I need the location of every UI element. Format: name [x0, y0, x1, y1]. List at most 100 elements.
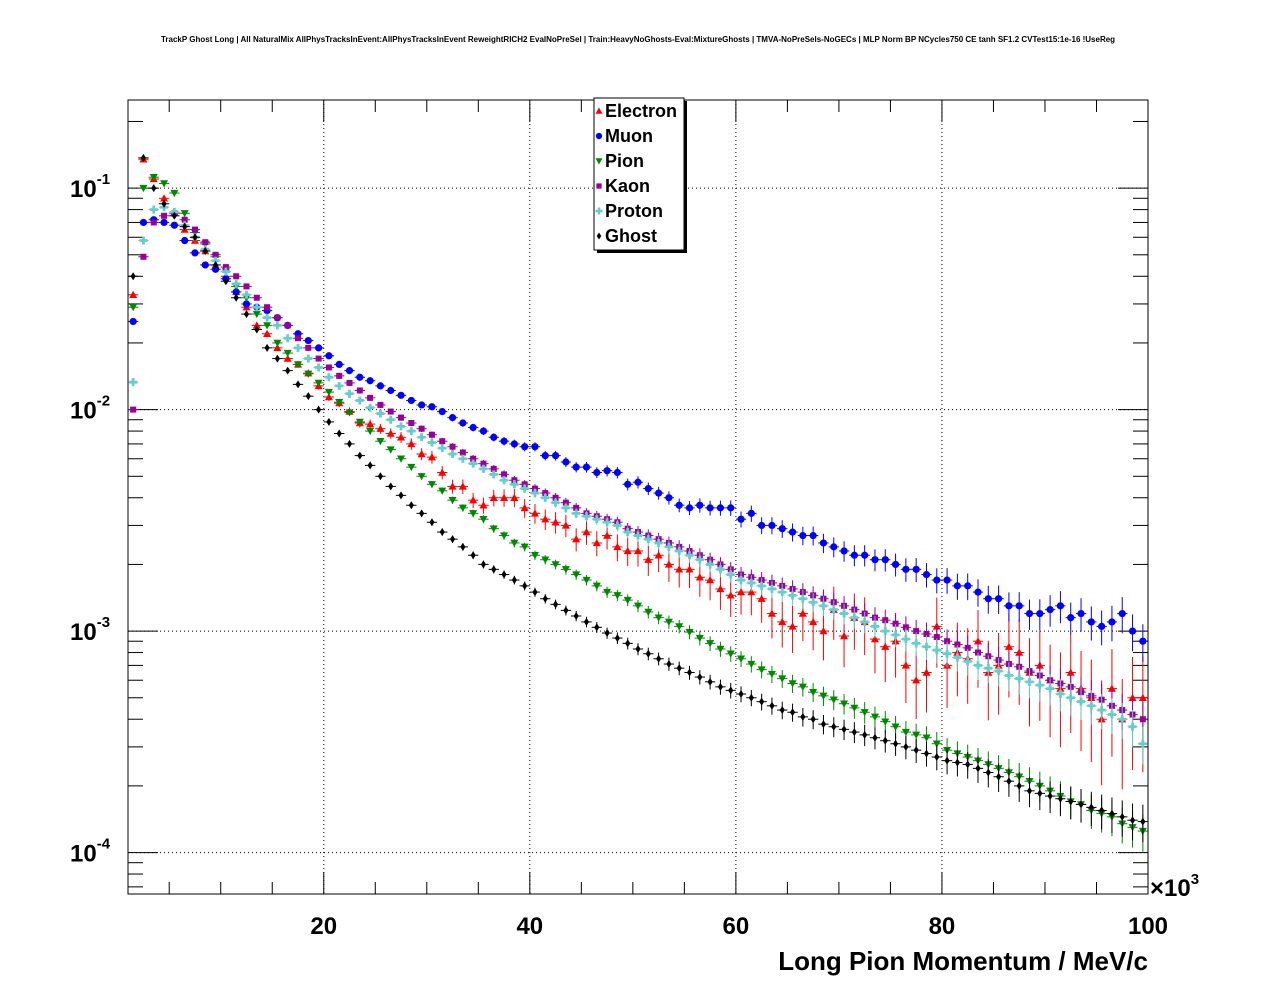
data-point [437, 528, 448, 537]
data-point [849, 722, 860, 744]
data-point [869, 616, 881, 638]
data-point [581, 574, 592, 586]
data-point [148, 184, 159, 193]
data-point [808, 526, 819, 546]
legend-entry-kaon: Kaon [596, 176, 650, 196]
data-point [880, 620, 891, 643]
data-point [1003, 662, 1015, 692]
data-point [354, 451, 365, 460]
data-point [416, 401, 427, 409]
data-point [344, 367, 355, 375]
data-point [354, 396, 365, 405]
data-point [344, 409, 355, 417]
data-point [674, 498, 685, 513]
data-point [498, 570, 510, 579]
data-point [200, 261, 211, 269]
y-tick-exp: -2 [97, 393, 110, 410]
data-point [869, 706, 881, 729]
data-point [849, 607, 860, 629]
data-point [1065, 786, 1076, 820]
data-point [437, 407, 448, 416]
data-point [952, 750, 963, 777]
data-point [447, 443, 458, 451]
data-point [900, 628, 912, 652]
data-point [612, 519, 623, 532]
series-ghost [128, 153, 1148, 843]
data-point [601, 627, 613, 639]
data-point [838, 719, 850, 741]
legend-marker [595, 158, 603, 165]
data-point [735, 572, 747, 589]
data-point [364, 394, 376, 401]
data-point [591, 513, 602, 525]
data-point [818, 608, 829, 661]
data-point [220, 267, 232, 276]
data-point [993, 763, 1004, 793]
data-point [303, 344, 314, 351]
data-point [1055, 679, 1066, 712]
data-point [663, 657, 675, 671]
legend-marker [595, 207, 603, 215]
data-point [313, 363, 324, 372]
chart-title: TrackP Ghost Long | All NaturalMix AllPh… [161, 35, 1115, 44]
data-point [601, 465, 613, 477]
data-point [251, 325, 262, 334]
data-point [880, 730, 891, 753]
data-point [560, 457, 572, 468]
data-point [550, 450, 561, 461]
data-point [838, 694, 850, 715]
data-point [632, 643, 644, 656]
legend-label: Proton [605, 201, 663, 221]
data-point [694, 631, 705, 646]
data-point [859, 545, 870, 567]
data-point [890, 624, 901, 648]
data-point [179, 236, 190, 245]
data-point [395, 422, 407, 431]
data-point [674, 554, 685, 588]
data-point [334, 360, 345, 369]
data-point [849, 545, 860, 567]
data-point [272, 354, 283, 363]
data-point [261, 313, 273, 322]
data-point [972, 755, 984, 783]
data-point [777, 520, 788, 538]
data-point [1044, 595, 1056, 627]
data-point [385, 482, 396, 491]
data-point [169, 189, 180, 198]
data-point [468, 423, 479, 432]
legend-entry-proton: Proton [595, 201, 663, 221]
data-point [911, 738, 922, 763]
grid-lines [128, 100, 1148, 894]
data-point [674, 619, 685, 634]
data-point [540, 509, 551, 531]
data-point [725, 500, 736, 516]
data-point [952, 573, 963, 600]
data-point [952, 645, 963, 672]
data-point [529, 587, 541, 597]
data-point [653, 486, 664, 500]
series-pion [128, 174, 1148, 852]
data-point [756, 577, 767, 595]
data-point [653, 611, 664, 625]
data-point [457, 542, 468, 551]
data-point [540, 451, 551, 461]
legend-label: Pion [605, 151, 644, 171]
data-point [1137, 624, 1148, 662]
data-point [643, 533, 654, 546]
data-point [385, 386, 396, 395]
data-point [1024, 667, 1035, 699]
data-point [354, 418, 365, 426]
data-point [1024, 776, 1035, 808]
data-point [529, 488, 541, 498]
data-point [416, 433, 427, 442]
data-point [1024, 599, 1035, 630]
data-point [591, 467, 602, 479]
data-point [241, 310, 252, 319]
data-point [787, 703, 798, 722]
legend-marker [595, 132, 603, 140]
data-point [777, 601, 788, 648]
data-point [704, 636, 716, 652]
data-point [571, 508, 582, 519]
data-point [354, 373, 365, 381]
data-point [941, 641, 953, 668]
